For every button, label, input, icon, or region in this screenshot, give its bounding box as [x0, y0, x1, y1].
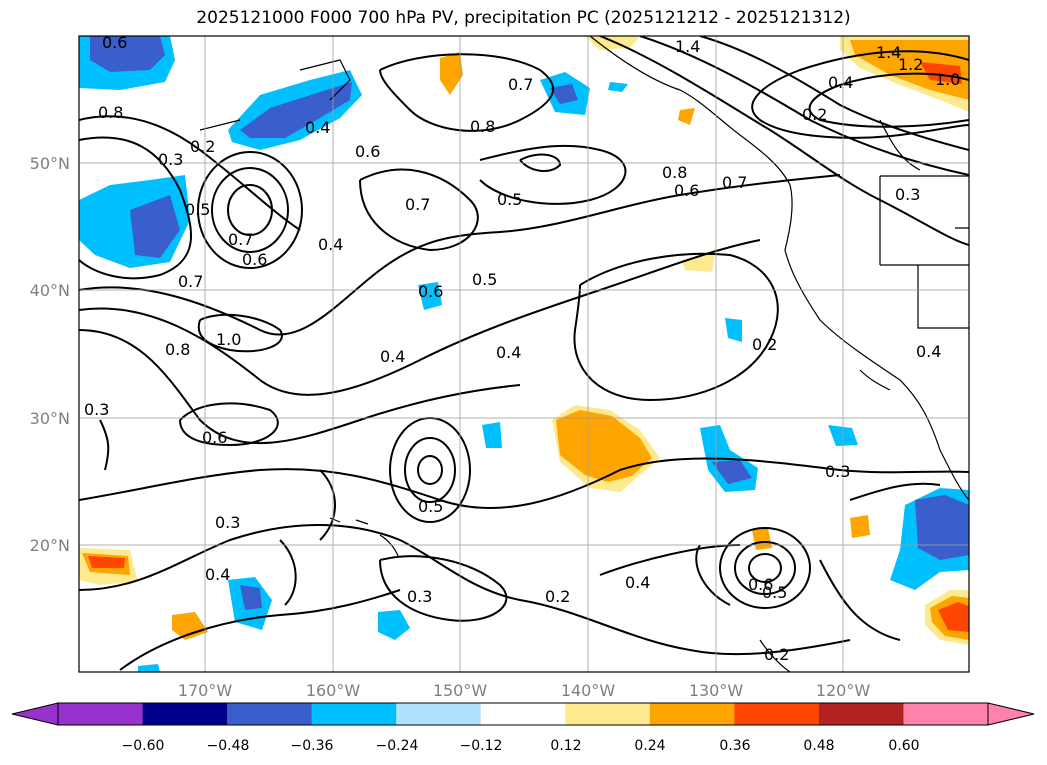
- contour-label: 0.6: [674, 181, 699, 200]
- colorbar-frame: [57, 702, 989, 726]
- colorbar-tick-label: −0.24: [376, 738, 419, 754]
- contour-label: 0.8: [662, 163, 687, 182]
- colorbar-cell: [649, 703, 735, 725]
- colorbar-tick-label: 0.36: [719, 738, 750, 754]
- contour-label: 0.4: [305, 118, 330, 137]
- map-title: 2025121000 F000 700 hPa PV, precipitatio…: [196, 8, 851, 28]
- contour-label: 0.5: [472, 270, 497, 289]
- colorbar-tick-label: −0.48: [207, 738, 250, 754]
- contour-label: 0.2: [752, 335, 777, 354]
- contour-label: 0.2: [190, 137, 215, 156]
- lon-tick-label: 130°W: [689, 681, 744, 700]
- colorbar-cell: [734, 703, 820, 725]
- colorbar-cell: [142, 703, 228, 725]
- contour-label: 0.4: [625, 573, 650, 592]
- coastline: [589, 36, 969, 501]
- contour-label: 0.8: [98, 103, 123, 122]
- contour-label: 0.7: [508, 75, 533, 94]
- colorbar-tick-label: −0.60: [122, 738, 165, 754]
- contour-label: 0.8: [165, 340, 190, 359]
- contour-label: 0.4: [318, 235, 343, 254]
- contour-label: 0.3: [215, 513, 240, 532]
- contour-label: 0.6: [748, 575, 773, 594]
- plot-area: [79, 36, 969, 672]
- contour-label: 1.2: [898, 55, 923, 74]
- contour-label: 0.3: [84, 400, 109, 419]
- plot-frame: [78, 35, 970, 673]
- contour-label: 0.4: [380, 347, 405, 366]
- lon-tick-label: 120°W: [816, 681, 871, 700]
- colorbar-tick-label: 0.12: [550, 738, 581, 754]
- lat-tick-label: 40°N: [30, 281, 70, 300]
- contour-label: 0.3: [158, 150, 183, 169]
- lat-tick-label: 30°N: [30, 409, 70, 428]
- colorbar-cell: [903, 703, 988, 725]
- colorbar-extend-high: [987, 702, 1035, 726]
- contour-label: 0.4: [205, 565, 230, 584]
- lat-tick-label: 20°N: [30, 536, 70, 555]
- colorbar: −0.60 −0.48 −0.36 −0.24 −0.12 0.12 0.24 0.36 0.4…: [11, 702, 1035, 754]
- contour-label: 1.4: [675, 37, 700, 56]
- lat-tick-labels: 50°N 40°N 30°N 20°N: [30, 154, 70, 555]
- contour-label: 0.7: [228, 230, 253, 249]
- contour-label: 0.2: [545, 587, 570, 606]
- colorbar-cell: [396, 703, 482, 725]
- contour-label: 0.6: [418, 282, 443, 301]
- coastlines: [199, 36, 969, 672]
- contour-label: 0.2: [764, 645, 789, 664]
- gridlines: [79, 36, 969, 672]
- contour-label: 0.3: [407, 587, 432, 606]
- lat-tick-label: 50°N: [30, 154, 70, 173]
- contour-label: 0.6: [355, 142, 380, 161]
- colorbar-cell: [311, 703, 397, 725]
- pv-contours: [79, 36, 969, 671]
- contour-label: 0.5: [762, 583, 787, 602]
- colorbar-extend-low: [11, 702, 59, 726]
- contour-label: 0.8: [470, 117, 495, 136]
- colorbar-cell: [480, 703, 566, 725]
- contour-label: 0.6: [102, 33, 127, 52]
- colorbar-tick-label: 0.48: [803, 738, 834, 754]
- contour-label: 0.3: [895, 185, 920, 204]
- contour-label: 0.4: [828, 73, 853, 92]
- contour-label: 1.4: [876, 43, 901, 62]
- colorbar-tick-label: 0.24: [634, 738, 665, 754]
- contour-label: 0.6: [202, 428, 227, 447]
- contour-labels: 0.6 0.8 0.2 0.3 0.5 0.7 0.6 0.7 0.4 0.4 …: [84, 33, 960, 664]
- contour-label: 0.7: [178, 272, 203, 291]
- contour-label: 0.5: [418, 497, 443, 516]
- colorbar-cell: [58, 703, 143, 725]
- contour-label: 0.4: [496, 343, 521, 362]
- lon-tick-labels: 170°W 160°W 150°W 140°W 130°W 120°W: [178, 681, 871, 700]
- colorbar-cell: [227, 703, 313, 725]
- contour-label: 0.3: [825, 462, 850, 481]
- colorbar-tick-label: −0.12: [460, 738, 503, 754]
- contour-label: 1.0: [216, 330, 241, 349]
- lon-tick-label: 160°W: [306, 681, 361, 700]
- colorbar-cell: [565, 703, 651, 725]
- contour-label: 0.2: [802, 105, 827, 124]
- lon-tick-label: 150°W: [433, 681, 488, 700]
- colorbar-cell: [818, 703, 904, 725]
- contour-label: 0.4: [916, 342, 941, 361]
- contour-label: 0.5: [185, 200, 210, 219]
- lon-tick-label: 170°W: [178, 681, 233, 700]
- contour-label: 0.7: [405, 195, 430, 214]
- colorbar-tick-label: 0.60: [888, 738, 919, 754]
- colorbar-tick-label: −0.36: [291, 738, 334, 754]
- contour-label: 0.5: [497, 190, 522, 209]
- contour-label: 1.0: [935, 70, 960, 89]
- contour-label: 0.7: [722, 173, 747, 192]
- contour-label: 0.6: [242, 250, 267, 269]
- lon-tick-label: 140°W: [561, 681, 616, 700]
